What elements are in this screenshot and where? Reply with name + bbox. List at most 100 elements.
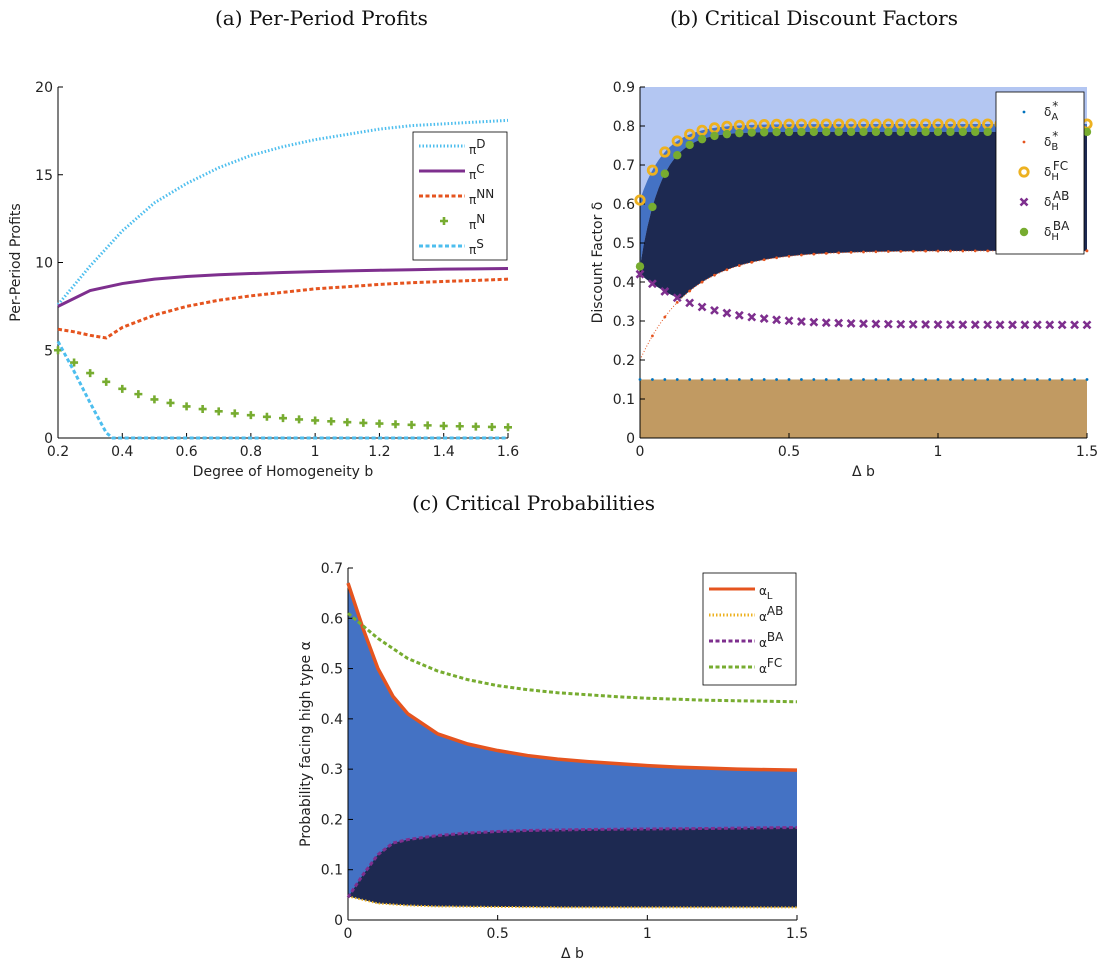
chart-b-region-lower bbox=[640, 379, 1087, 438]
chart-b-x-tick-label: 0.5 bbox=[778, 444, 800, 460]
chart-a-legend: πD πC πNN πN πS bbox=[412, 131, 508, 261]
chart-b-marker-hba bbox=[772, 127, 781, 137]
chart-b-marker-bstar bbox=[663, 315, 667, 319]
chart-b-marker-astar bbox=[899, 378, 903, 381]
panel-a-title: (a) Per-Period Profits bbox=[215, 6, 428, 30]
chart-c-legend-label: αBA bbox=[759, 630, 784, 650]
chart-b-marker-bstar bbox=[688, 289, 692, 293]
chart-b-marker-hab bbox=[672, 293, 682, 303]
chart-b-marker-astar bbox=[750, 378, 754, 381]
chart-b-legend-label: δHFC bbox=[1044, 159, 1068, 183]
chart-a-x-tick-label: 1.4 bbox=[433, 444, 455, 460]
chart-a-legend-label: πNN bbox=[469, 187, 494, 207]
chart-a-marker-n bbox=[455, 422, 464, 431]
chart-b-legend-marker bbox=[1022, 110, 1026, 114]
chart-b-marker-hab bbox=[945, 320, 955, 330]
chart-b-marker-astar bbox=[663, 378, 667, 381]
chart-c-line-fc bbox=[347, 612, 798, 704]
chart-b-marker-hba bbox=[921, 127, 930, 137]
chart-b-marker-hba bbox=[871, 127, 881, 137]
chart-a-x-tick-label: 0.8 bbox=[240, 444, 262, 460]
chart-a-y-tick-label: 5 bbox=[44, 343, 53, 359]
chart-a-line-d bbox=[56, 118, 509, 306]
chart-a-x-tick-label: 1.2 bbox=[368, 444, 390, 460]
chart-b-marker-bstar bbox=[675, 300, 679, 304]
chart-b-marker-hab bbox=[896, 319, 906, 329]
chart-b-x-tick-label: 1 bbox=[934, 444, 943, 460]
chart-a-marker-n bbox=[311, 416, 320, 425]
chart-a-y-axis-label: Per-Period Profits bbox=[8, 203, 24, 321]
chart-b-marker-bstar bbox=[725, 268, 729, 272]
chart-b-marker-astar bbox=[862, 378, 865, 381]
chart-c-lines bbox=[346, 582, 798, 909]
chart-b-marker-hab bbox=[883, 319, 893, 329]
chart-b-marker-astar bbox=[762, 378, 766, 381]
chart-b-marker-hba bbox=[797, 127, 806, 137]
chart-b-marker-astar bbox=[986, 378, 990, 381]
chart-a-x-tick-label: 1 bbox=[311, 444, 320, 460]
chart-b-marker-hba bbox=[673, 151, 682, 160]
chart-a-marker-n bbox=[262, 412, 271, 421]
chart-b-marker-hab bbox=[1008, 320, 1017, 330]
chart-c-x-axis-label: Δ b bbox=[561, 946, 584, 962]
chart-b-marker-astar bbox=[700, 378, 704, 381]
chart-a-legend-label: πN bbox=[469, 212, 485, 232]
chart-c-y-tick-label: 0.3 bbox=[321, 762, 343, 778]
chart-a-marker-n bbox=[198, 405, 207, 414]
chart-b-marker-hba bbox=[685, 140, 694, 150]
chart-b-marker-astar bbox=[849, 378, 853, 381]
chart-b-marker-bstar bbox=[949, 249, 952, 253]
chart-b-marker-bstar bbox=[886, 250, 890, 253]
chart-b-marker-astar bbox=[713, 378, 716, 381]
chart-b-marker-hab bbox=[635, 269, 645, 279]
chart-b-marker-hba bbox=[735, 128, 744, 138]
chart-b-marker-astar bbox=[1035, 378, 1039, 381]
chart-b-marker-hab bbox=[1082, 320, 1092, 330]
chart-b-marker-astar bbox=[949, 378, 952, 381]
chart-a-marker-n bbox=[182, 402, 191, 411]
chart-b-marker-bstar bbox=[849, 250, 853, 254]
chart-b-marker-hba bbox=[908, 127, 918, 137]
chart-b-marker-astar bbox=[651, 378, 654, 381]
chart-c-legend: αL αAB αBA αFC bbox=[702, 572, 797, 686]
chart-b-marker-hba bbox=[759, 128, 769, 137]
chart-a-line-s bbox=[56, 340, 508, 440]
chart-b-marker-bstar bbox=[713, 273, 716, 277]
chart-a-legend-label: πS bbox=[469, 237, 484, 257]
chart-b-marker-bstar bbox=[986, 249, 990, 253]
chart-b-marker-astar bbox=[787, 378, 791, 381]
chart-b-marker-hba bbox=[933, 127, 943, 137]
chart-b-marker-astar bbox=[812, 378, 816, 381]
chart-c-x-tick-label: 1.5 bbox=[786, 926, 808, 942]
chart-b-x-tick-label: 1.5 bbox=[1076, 444, 1098, 460]
chart-b-y-tick-label: 0.4 bbox=[613, 275, 635, 291]
chart-b-marker-bstar bbox=[862, 250, 865, 254]
chart-b-marker-astar bbox=[998, 378, 1002, 381]
chart-a-marker-n bbox=[504, 423, 512, 432]
chart-b-marker-hab bbox=[796, 317, 806, 326]
chart-b-marker-hab bbox=[908, 319, 918, 329]
chart-b-y-tick-label: 0 bbox=[626, 431, 635, 447]
chart-b-legend-marker bbox=[1022, 140, 1026, 144]
chart-a-marker-n bbox=[439, 421, 448, 430]
chart-b-marker-hab bbox=[784, 316, 794, 326]
chart-b-marker-hab bbox=[747, 312, 757, 322]
chart-a-y-tick-label: 0 bbox=[44, 431, 53, 447]
chart-a-legend-label: πD bbox=[469, 137, 485, 157]
chart-a-y-tick-label: 10 bbox=[35, 256, 53, 272]
chart-b-marker-astar bbox=[688, 378, 692, 381]
chart-b-marker-hab bbox=[834, 318, 844, 328]
chart-c-y-tick-label: 0.4 bbox=[321, 712, 343, 728]
chart-b-legend-marker bbox=[1019, 197, 1029, 207]
chart-b-marker-bstar bbox=[812, 252, 816, 256]
chart-b-marker-hfc bbox=[634, 194, 646, 206]
chart-a-marker-n bbox=[375, 419, 384, 428]
chart-b-marker-hba bbox=[660, 169, 670, 178]
chart-b-marker-astar bbox=[886, 378, 890, 381]
chart-b-marker-astar bbox=[775, 378, 778, 381]
chart-b-legend: δA* δB* δHFC δHAB δHBA bbox=[995, 91, 1085, 255]
chart-b-marker-hba bbox=[971, 127, 980, 137]
chart-a-marker-n bbox=[359, 418, 368, 427]
chart-c-line-ab bbox=[347, 895, 797, 909]
